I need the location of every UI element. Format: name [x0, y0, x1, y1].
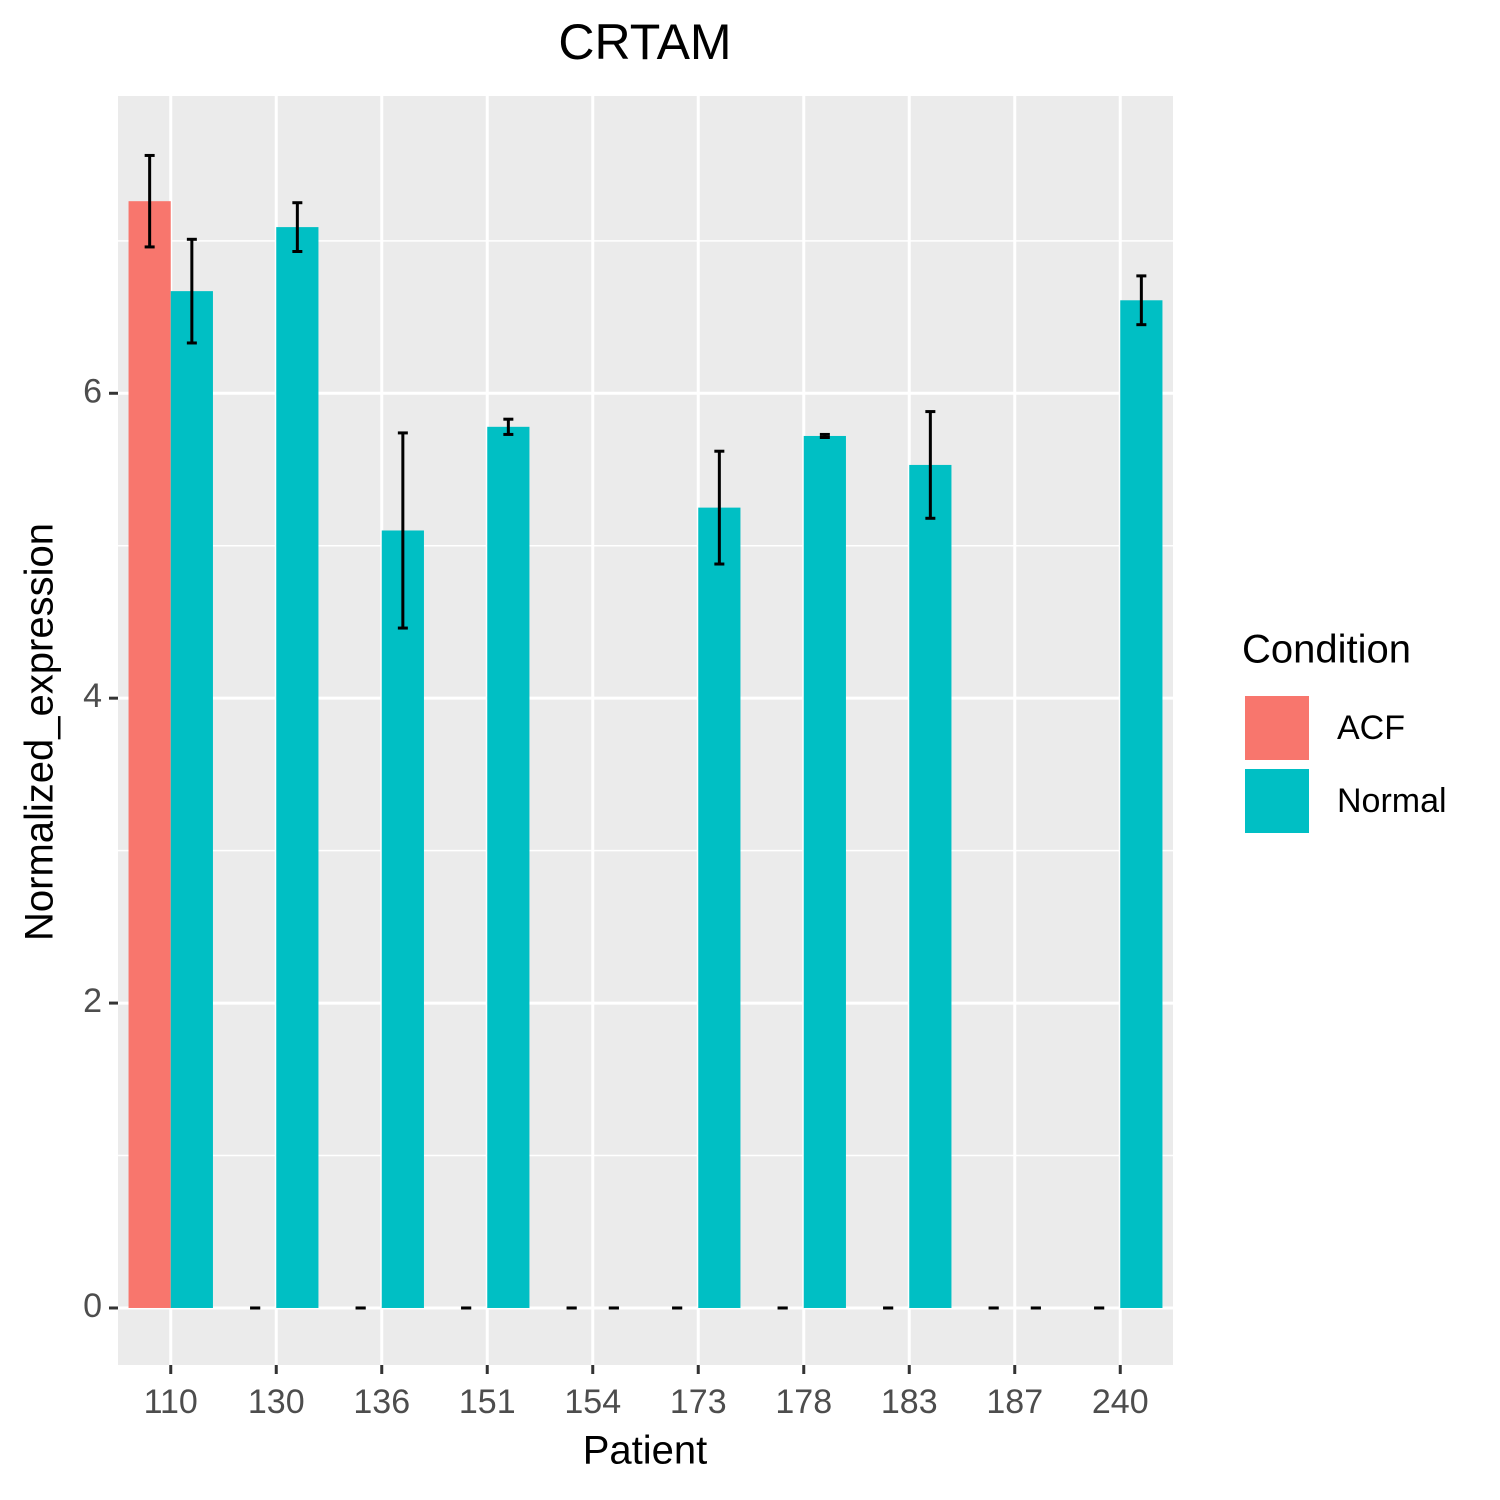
x-tick-label: 154	[564, 1383, 621, 1421]
bar	[170, 291, 213, 1308]
bar	[381, 530, 424, 1308]
y-tick-label: 6	[83, 372, 102, 410]
x-axis-title: Patient	[583, 1429, 708, 1473]
legend-label: Normal	[1337, 782, 1447, 820]
y-tick-label: 2	[83, 982, 102, 1020]
x-tick-label: 130	[248, 1383, 305, 1421]
y-axis-title: Normalized_expression	[18, 523, 62, 941]
bar	[698, 507, 741, 1308]
error-bar	[186, 237, 197, 345]
legend-title: Condition	[1242, 628, 1411, 672]
bar	[487, 426, 530, 1308]
error-bar	[925, 410, 936, 520]
error-bar	[1136, 274, 1147, 327]
error-bar	[292, 201, 303, 253]
x-tick-label: 151	[459, 1383, 516, 1421]
chart-title: CRTAM	[558, 14, 731, 70]
bar	[1120, 300, 1163, 1308]
x-tick-label: 187	[986, 1383, 1043, 1421]
x-tick-label: 183	[881, 1383, 938, 1421]
y-tick-label: 4	[83, 677, 102, 715]
x-tick-label: 178	[775, 1383, 832, 1421]
bar	[803, 435, 846, 1308]
error-bar	[397, 431, 408, 630]
x-tick-label: 110	[144, 1383, 198, 1421]
x-tick-label: 136	[353, 1383, 410, 1421]
x-tick-label: 240	[1092, 1383, 1149, 1421]
x-tick-label: 173	[670, 1383, 727, 1421]
bar	[276, 227, 319, 1308]
error-bar	[503, 417, 514, 436]
error-bar	[819, 432, 830, 439]
bar	[909, 464, 952, 1308]
error-bar	[144, 153, 155, 249]
legend-key	[1243, 694, 1311, 762]
bar	[128, 201, 171, 1308]
error-bar	[714, 449, 725, 566]
legend-label: ACF	[1337, 709, 1405, 747]
legend-key	[1243, 767, 1311, 835]
y-tick-label: 0	[83, 1287, 102, 1325]
